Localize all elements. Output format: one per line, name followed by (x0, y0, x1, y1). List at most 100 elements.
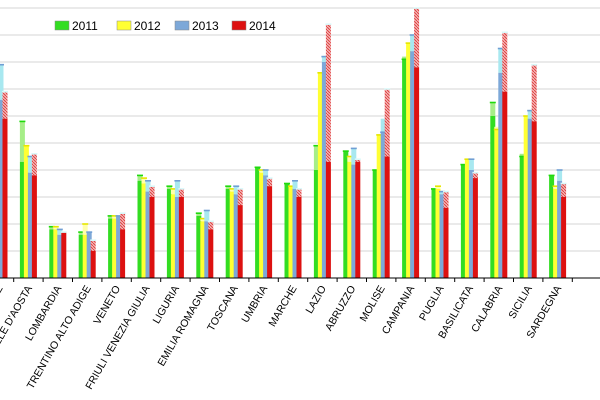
bar-solid (288, 186, 294, 278)
bar-solid (23, 145, 29, 278)
bar-extension (200, 218, 206, 222)
bar-solid (553, 188, 559, 278)
bar-extension (325, 24, 331, 162)
bar-extension (178, 188, 184, 197)
bar-solid (53, 229, 59, 278)
bar-solid (355, 161, 361, 278)
bar-solid (259, 172, 265, 278)
bar-extension (112, 215, 118, 219)
bar-solid (439, 194, 445, 278)
legend: 2011 2012 2013 2014 (54, 19, 276, 33)
bar-extension (561, 183, 567, 197)
bar-extension (439, 191, 445, 195)
bar-solid (0, 99, 4, 278)
bar-extension (557, 170, 563, 181)
bar-solid (472, 178, 478, 278)
bar-2014-veneto (119, 212, 126, 278)
legend-label: 2012 (134, 19, 161, 33)
bar-2013-emilia-romagna (203, 209, 210, 278)
category-label: SICILIA (506, 284, 534, 321)
grid (0, 7, 600, 252)
bar-solid (208, 229, 214, 278)
bar-solid (116, 215, 122, 278)
bar-2014-calabria (501, 31, 508, 278)
bar-solid (296, 197, 302, 278)
bar-extension (296, 188, 302, 197)
bar-extension (108, 215, 114, 219)
bar-extension (229, 188, 235, 192)
bar-extension (170, 188, 176, 195)
legend-label: 2013 (192, 19, 219, 33)
bar-2013-toscana (233, 185, 240, 278)
bar-extension (355, 159, 361, 162)
bar-solid (120, 229, 126, 278)
bar-solid (321, 62, 327, 278)
bar-2014-lazio (325, 23, 332, 278)
bar-solid (255, 167, 261, 278)
bar-extension (472, 172, 478, 179)
bar-solid (317, 72, 323, 278)
bar-solid (325, 161, 331, 278)
bar-solid (31, 175, 37, 278)
legend-label: 2011 (72, 19, 98, 33)
bar-solid (267, 186, 273, 278)
bar-solid (263, 175, 269, 278)
bar-2014-lombardia (60, 231, 67, 278)
category-label: ALLE D'AOSTA (0, 284, 35, 353)
bar-2014-valle-d-aosta (31, 153, 38, 278)
category-label: ABRUZZO (323, 284, 358, 333)
bar-solid (86, 232, 92, 278)
bar-2013-piemonte (0, 63, 4, 278)
bar-solid (225, 188, 231, 278)
bar-extension (414, 8, 420, 68)
bar-2014-sardegna (560, 182, 567, 278)
bar-extension (225, 186, 231, 189)
axes (0, 277, 600, 282)
bar-extension (402, 56, 408, 60)
bar-extension (292, 180, 298, 189)
bar-extension (149, 186, 155, 197)
bar-2013-abruzzo (350, 147, 357, 278)
legend-swatch (116, 20, 132, 31)
bar-extension (2, 91, 8, 119)
bar-solid (141, 183, 147, 278)
legend-item-2011: 2011 (54, 19, 98, 33)
bar-extension (519, 153, 525, 157)
bar-2014-toscana (237, 188, 244, 278)
bar-2012-trentino-alto-adige (82, 223, 89, 278)
bar-extension (410, 35, 416, 52)
bar-solid (2, 118, 8, 278)
bar-2014-abruzzo (354, 158, 361, 278)
bar-2011-umbria (254, 166, 261, 278)
bar-extension (19, 121, 25, 162)
category-label: FRIULI VENEZIA GIULIA (83, 284, 152, 392)
bar-solid (351, 164, 357, 278)
bar-solid (431, 188, 437, 278)
bar-2012-puglia (435, 185, 441, 278)
bar-solid (498, 72, 504, 278)
bar-solid (557, 180, 563, 278)
bar-extension (204, 210, 210, 222)
bar-2014-piemonte (2, 90, 8, 278)
bar-2011-emilia-romagna (195, 212, 202, 278)
bar-2014-trentino-alto-adige (90, 239, 97, 278)
bar-2013-lombardia (56, 228, 63, 278)
bar-solid (376, 134, 382, 278)
bar-solid (549, 175, 555, 278)
bar-extension (233, 186, 239, 195)
legend-item-2013: 2013 (174, 19, 219, 33)
bar-extension (174, 180, 180, 197)
bar-extension (57, 229, 63, 235)
bar-extension (0, 64, 4, 100)
bar-solid (347, 161, 353, 278)
bar-2014-molise (384, 88, 391, 278)
bar-extension (498, 48, 504, 73)
category-label: PUGLIA (417, 284, 447, 323)
bar-extension (90, 240, 96, 251)
bar-extension (313, 145, 319, 170)
legend-label: 2014 (249, 19, 276, 33)
bar-solid (443, 207, 449, 278)
bar-extension (237, 188, 243, 206)
bar-solid (402, 59, 408, 278)
